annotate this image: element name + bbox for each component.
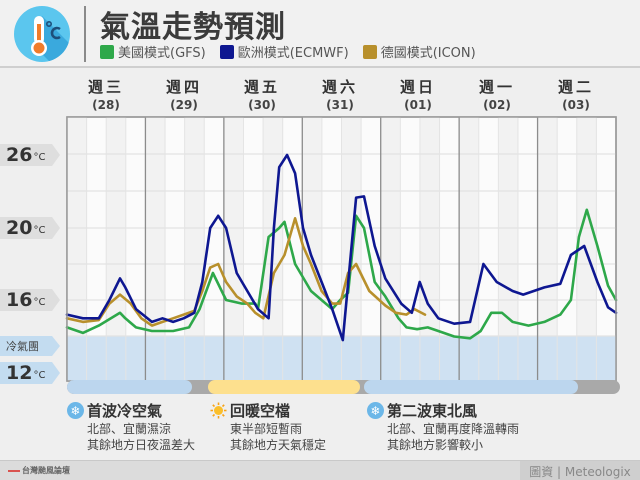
day-name: 週二 <box>557 78 594 96</box>
day-name: 週六 <box>321 78 358 96</box>
day-name: 週四 <box>165 78 202 96</box>
series-line-2 <box>65 217 427 327</box>
phase-note-warm: 回暖空檔 東半部短暫雨 其餘地方天氣穩定 <box>210 400 326 453</box>
ylabel-unit: °C <box>33 369 46 381</box>
legend-swatch-gfs <box>100 44 114 59</box>
image-credit: 圖資 | Meteologix <box>520 461 640 480</box>
phase-desc-line: 北部、宜蘭再度降溫轉雨 <box>387 422 520 436</box>
snowflake-icon: ❄ <box>67 402 84 419</box>
phase-title-text: 回暖空檔 <box>230 402 291 420</box>
snowflake-icon: ❄ <box>367 402 384 419</box>
ylabel-cold-air-mass: 冷氣團 <box>0 336 60 356</box>
day-label-wed: 週三 (28) <box>67 76 145 112</box>
day-label-tue: 週二 (03) <box>537 76 615 112</box>
thermometer-celsius-icon <box>14 6 70 62</box>
ylabel-20: 20 °C <box>0 217 60 239</box>
temperature-chart <box>65 116 618 382</box>
ylabel-value: 20 <box>6 217 33 239</box>
footer-logo: 台灣颱風論壇 <box>8 465 70 476</box>
day-label-sun: 週日 (01) <box>379 76 457 112</box>
day-date: (29) <box>170 98 198 112</box>
phase-segment-warm <box>208 380 360 394</box>
day-name: 週日 <box>399 78 436 96</box>
day-date: (28) <box>92 98 120 112</box>
phase-title-text: 第二波東北風 <box>387 402 478 420</box>
logo-accent <box>8 469 20 472</box>
legend-item-icon: 德國模式(ICON) <box>362 42 476 61</box>
legend-label-icon: 德國模式(ICON) <box>380 46 476 61</box>
phase-title: 回暖空檔 <box>210 400 326 421</box>
chart-legend: 美國模式(GFS) 歐洲模式(ECMWF) 德國模式(ICON) <box>100 42 476 61</box>
legend-item-gfs: 美國模式(GFS) <box>100 42 206 61</box>
legend-swatch-icon <box>362 44 377 59</box>
ylabel-value: 26 <box>6 144 33 166</box>
day-label-thu: 週四 (29) <box>145 76 223 112</box>
phase-note-second-cold: ❄ 第二波東北風 北部、宜蘭再度降溫轉雨 其餘地方影響較小 <box>367 400 519 453</box>
phase-desc-line: 北部、宜蘭濕涼 <box>87 422 172 436</box>
ylabel-unit: °C <box>33 151 46 163</box>
day-label-fri: 週五 (30) <box>223 76 301 112</box>
phase-note-first-cold: ❄ 首波冷空氣 北部、宜蘭濕涼 其餘地方日夜溫差大 <box>67 400 195 453</box>
phase-desc-line: 其餘地方日夜溫差大 <box>87 438 196 452</box>
legend-swatch-ecmwf <box>219 44 234 59</box>
series-line-1 <box>65 153 618 342</box>
sun-icon <box>210 402 227 419</box>
day-name: 週一 <box>478 78 515 96</box>
day-date: (02) <box>483 98 511 112</box>
phase-title: ❄ 第二波東北風 <box>367 400 519 421</box>
phase-title: ❄ 首波冷空氣 <box>67 400 195 421</box>
ylabel-16: 16 °C <box>0 289 60 311</box>
ylabel-unit: °C <box>33 224 46 236</box>
day-date: (03) <box>562 98 590 112</box>
ylabel-unit: °C <box>33 296 46 308</box>
day-label-sat: 週六 (31) <box>301 76 379 112</box>
ylabel-12: 12 °C <box>0 362 60 384</box>
phase-segment-second-cold <box>364 380 578 394</box>
phase-desc-line: 東半部短暫雨 <box>230 422 303 436</box>
ylabel-value: 16 <box>6 289 33 311</box>
ylabel-26: 26 °C <box>0 144 60 166</box>
footer: 台灣颱風論壇 圖資 | Meteologix <box>0 460 640 480</box>
phase-segment-first-cold <box>67 380 192 394</box>
day-label-mon: 週一 (02) <box>458 76 536 112</box>
day-name: 週五 <box>243 78 280 96</box>
day-name: 週三 <box>87 78 124 96</box>
series-line-0 <box>65 208 618 340</box>
title-divider <box>84 6 86 62</box>
day-date: (01) <box>404 98 432 112</box>
phase-desc-line: 其餘地方影響較小 <box>387 438 484 452</box>
phase-timeline-bar <box>67 380 620 394</box>
cold-air-mass-label: 冷氣團 <box>6 340 39 353</box>
footer-logo-text: 台灣颱風論壇 <box>22 466 70 475</box>
day-date: (31) <box>326 98 354 112</box>
ylabel-value: 12 <box>6 362 33 384</box>
phase-desc-line: 其餘地方天氣穩定 <box>230 438 327 452</box>
phase-title-text: 首波冷空氣 <box>87 402 163 420</box>
day-date: (30) <box>248 98 276 112</box>
legend-label-ecmwf: 歐洲模式(ECMWF) <box>237 46 349 61</box>
legend-item-ecmwf: 歐洲模式(ECMWF) <box>219 42 349 61</box>
page-title: 氣溫走勢預測 <box>100 10 286 45</box>
header: 氣溫走勢預測 美國模式(GFS) 歐洲模式(ECMWF) 德國模式(ICON) <box>0 0 640 68</box>
legend-label-gfs: 美國模式(GFS) <box>118 46 206 61</box>
